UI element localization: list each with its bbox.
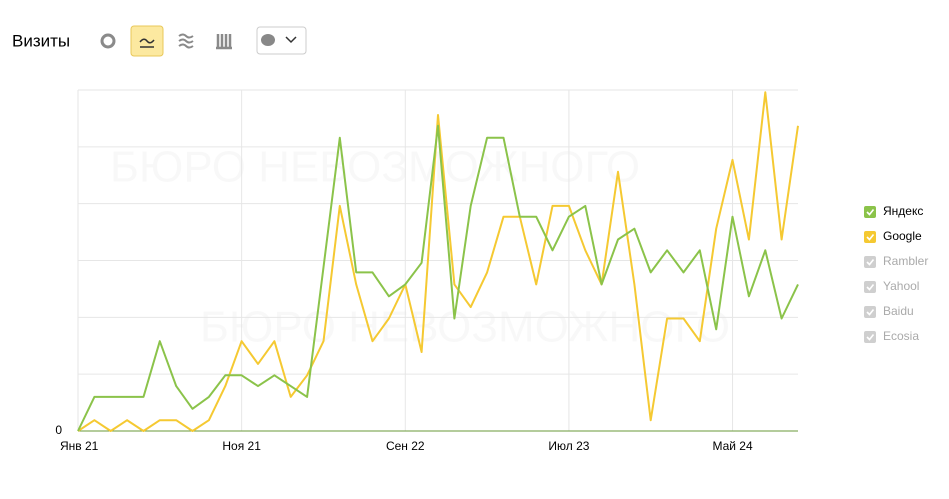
- dropdown-arrow: [285, 36, 297, 44]
- checkmark: [866, 309, 875, 316]
- legend-checkbox[interactable]: [864, 206, 876, 218]
- watermark: БЮРО НЕВОЗМОЖНОГО: [110, 143, 640, 192]
- legend-checkbox[interactable]: [864, 306, 876, 318]
- watermark: БЮРО НЕВОЗМОЖНОГО: [200, 303, 730, 352]
- x-tick-label: Ноя 21: [222, 439, 261, 453]
- x-tick-label: Янв 21: [60, 439, 99, 453]
- checkmark: [866, 334, 875, 341]
- checkmark: [866, 259, 875, 266]
- legend-checkbox[interactable]: [864, 331, 876, 343]
- toolbar: [100, 25, 307, 57]
- bar-button[interactable]: [216, 34, 232, 50]
- legend-label: Baidu: [883, 304, 914, 318]
- legend-label: Google: [883, 229, 922, 243]
- series-line: [77, 124, 799, 432]
- checkmark: [866, 209, 875, 216]
- area-button[interactable]: [178, 33, 194, 49]
- series-line: [77, 91, 799, 432]
- pie-button[interactable]: [100, 33, 116, 49]
- x-tick-label: Май 24: [712, 439, 753, 453]
- legend-label: Ecosia: [883, 329, 919, 343]
- x-tick-label: Июл 23: [548, 439, 589, 453]
- legend-label: Яндекс: [883, 204, 923, 218]
- x-tick-label: Сен 22: [386, 439, 425, 453]
- legend-checkbox[interactable]: [864, 231, 876, 243]
- checkmark: [866, 284, 875, 291]
- y-tick-label: 0: [55, 423, 62, 437]
- comment-icon: [261, 34, 275, 46]
- chart-title: Визиты: [12, 31, 70, 50]
- legend-label: Rambler: [883, 254, 928, 268]
- line-icon: [139, 38, 155, 48]
- checkmark: [866, 234, 875, 241]
- annotations-button[interactable]: [256, 26, 307, 55]
- legend-checkbox[interactable]: [864, 256, 876, 268]
- legend-label: Yahool: [883, 279, 919, 293]
- legend-checkbox[interactable]: [864, 281, 876, 293]
